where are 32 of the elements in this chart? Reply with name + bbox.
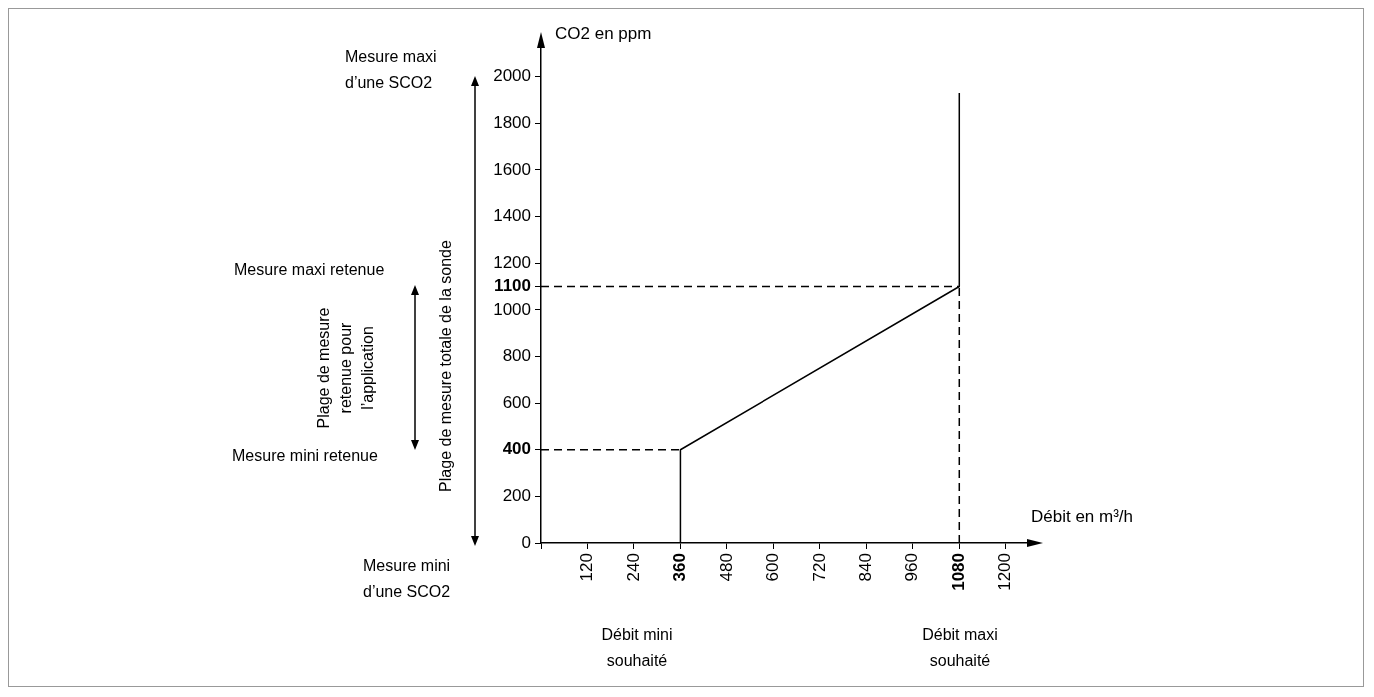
x-tick-label: 360: [670, 553, 690, 582]
x-axis-title: Débit en m³/h: [1031, 506, 1134, 526]
text: Mesure mini d’une SCO2: [363, 556, 452, 602]
x-tick-label: 120: [577, 553, 597, 582]
y-tick-label: 200: [502, 486, 531, 506]
x-tick-label: 1200: [995, 553, 1015, 591]
text: Mesure maxi d’une SCO2: [345, 47, 438, 93]
y-tick-label: 1100: [494, 276, 531, 296]
y-tick-label: 1600: [493, 159, 531, 179]
x-tick-label: 960: [902, 553, 922, 582]
text: Plage de mesure totale de la sonde: [437, 240, 454, 492]
y-tick-label: 1000: [493, 299, 531, 319]
y-tick-label: 600: [502, 392, 531, 412]
y-axis-title: CO2 en ppm: [555, 23, 652, 43]
x-tick-label: 720: [809, 553, 829, 582]
y-tick-label: 800: [502, 346, 531, 366]
y-tick-label: 1800: [493, 112, 531, 132]
x-tick-label: 840: [856, 553, 876, 582]
y-tick-label: 1200: [493, 252, 531, 272]
text: Mesure maxi retenue: [234, 260, 386, 280]
x-tick-label: 240: [623, 553, 643, 582]
y-tick-label: 400: [502, 439, 531, 459]
x-tick-label: 600: [763, 553, 783, 582]
text: Plage de mesure retenue pour l’application: [314, 306, 377, 431]
x-tick-label: 1080: [948, 553, 968, 591]
text: Mesure mini retenue: [232, 446, 379, 466]
text: Débit maxi souhaité: [921, 625, 999, 671]
y-tick-label: 0: [521, 532, 531, 552]
x-tick-label: 480: [716, 553, 736, 582]
y-tick-label: 1400: [493, 206, 531, 226]
y-tick-label: 2000: [493, 66, 531, 86]
text: Débit mini souhaité: [600, 625, 674, 671]
